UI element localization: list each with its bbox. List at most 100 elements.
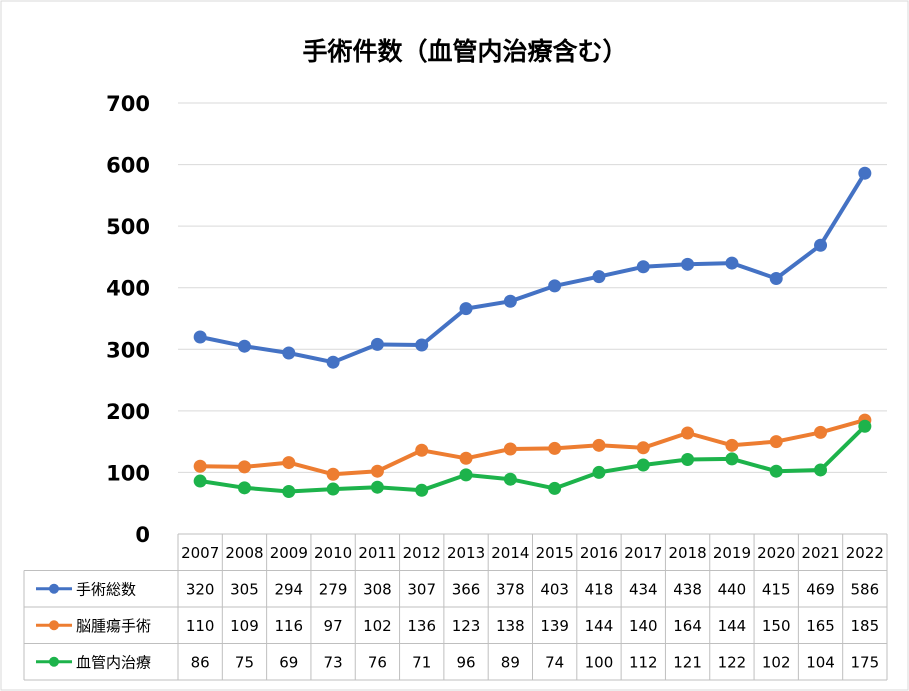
data-point xyxy=(681,426,695,440)
data-point xyxy=(326,355,340,369)
y-tick-label: 400 xyxy=(106,277,150,301)
data-table-value: 123 xyxy=(452,617,481,635)
series-line xyxy=(198,424,867,494)
data-point xyxy=(370,480,384,494)
data-point xyxy=(415,483,429,497)
data-point xyxy=(769,464,783,478)
data-table-value: 165 xyxy=(806,617,835,635)
data-table-value: 320 xyxy=(186,580,215,598)
data-point xyxy=(415,443,429,457)
data-table-value: 366 xyxy=(452,580,481,598)
data-table-value: 378 xyxy=(496,580,525,598)
data-table-value: 97 xyxy=(324,617,343,635)
data-point xyxy=(858,166,872,180)
data-table-value: 438 xyxy=(673,580,702,598)
data-point xyxy=(459,468,473,482)
data-point xyxy=(592,465,606,479)
data-point xyxy=(548,481,562,495)
data-point xyxy=(282,485,296,499)
data-point xyxy=(193,459,207,473)
data-table-value: 144 xyxy=(718,617,747,635)
data-point xyxy=(636,260,650,274)
data-point xyxy=(725,438,739,452)
x-tick-label: 2018 xyxy=(669,544,707,562)
data-table-value: 74 xyxy=(545,653,564,671)
data-table-value: 307 xyxy=(407,580,436,598)
x-tick-label: 2020 xyxy=(757,544,795,562)
data-table-value: 73 xyxy=(324,653,343,671)
data-point xyxy=(725,452,739,466)
x-tick-label: 2007 xyxy=(181,544,219,562)
data-table-value: 96 xyxy=(456,653,475,671)
data-table-value: 144 xyxy=(585,617,614,635)
data-table-value: 140 xyxy=(629,617,658,635)
data-point xyxy=(370,464,384,478)
data-table-value: 136 xyxy=(407,617,436,635)
legend-key-marker xyxy=(49,583,59,594)
data-point xyxy=(459,451,473,465)
legend-key-marker xyxy=(49,656,59,667)
data-table-value: 69 xyxy=(279,653,298,671)
data-table-value: 138 xyxy=(496,617,525,635)
data-table-value: 440 xyxy=(718,580,747,598)
chart-title: 手術件数（血管内治療含む） xyxy=(302,37,627,66)
data-point xyxy=(681,452,695,466)
data-table-value: 150 xyxy=(762,617,791,635)
data-point xyxy=(769,435,783,449)
data-table-value: 89 xyxy=(501,653,520,671)
x-tick-label: 2015 xyxy=(536,544,574,562)
data-point xyxy=(193,474,207,488)
legend-label: 手術総数 xyxy=(76,580,136,598)
data-table-value: 102 xyxy=(363,617,392,635)
data-point xyxy=(237,339,251,353)
data-table-value: 139 xyxy=(540,617,569,635)
data-table-value: 164 xyxy=(673,617,702,635)
data-point xyxy=(237,481,251,495)
data-point xyxy=(459,302,473,316)
data-table-value: 415 xyxy=(762,580,791,598)
data-table-value: 403 xyxy=(540,580,569,598)
data-table-value: 71 xyxy=(412,653,431,671)
data-table-value: 279 xyxy=(319,580,348,598)
data-point xyxy=(326,482,340,496)
data-point xyxy=(814,463,828,477)
data-point xyxy=(237,460,251,474)
data-point xyxy=(282,456,296,470)
data-table-value: 104 xyxy=(806,653,835,671)
data-table-value: 121 xyxy=(673,653,702,671)
y-tick-label: 500 xyxy=(106,215,150,239)
data-point xyxy=(326,467,340,481)
data-table-value: 185 xyxy=(851,617,880,635)
data-point xyxy=(282,346,296,360)
legend-key-marker xyxy=(49,620,59,631)
x-tick-label: 2009 xyxy=(270,544,308,562)
y-tick-label: 700 xyxy=(106,92,150,116)
x-tick-label: 2010 xyxy=(314,544,352,562)
x-tick-label: 2008 xyxy=(225,544,263,562)
data-point xyxy=(548,441,562,455)
x-tick-label: 2014 xyxy=(491,544,529,562)
y-tick-label: 300 xyxy=(106,338,150,362)
legend-label: 血管内治療 xyxy=(76,653,151,671)
x-tick-label: 2012 xyxy=(403,544,441,562)
data-table-value: 122 xyxy=(718,653,747,671)
y-tick-label: 600 xyxy=(106,154,150,178)
x-tick-label: 2013 xyxy=(447,544,485,562)
x-tick-label: 2017 xyxy=(624,544,662,562)
data-point xyxy=(415,338,429,352)
x-tick-label: 2021 xyxy=(801,544,839,562)
data-point xyxy=(503,294,517,308)
data-point xyxy=(814,425,828,439)
data-table-value: 116 xyxy=(274,617,303,635)
data-point xyxy=(592,438,606,452)
data-point xyxy=(592,270,606,284)
legend-label: 脳腫瘍手術 xyxy=(76,617,151,635)
data-table-value: 469 xyxy=(806,580,835,598)
data-point xyxy=(769,271,783,285)
data-point xyxy=(636,458,650,472)
data-table-value: 294 xyxy=(274,580,303,598)
x-tick-label: 2011 xyxy=(358,544,396,562)
